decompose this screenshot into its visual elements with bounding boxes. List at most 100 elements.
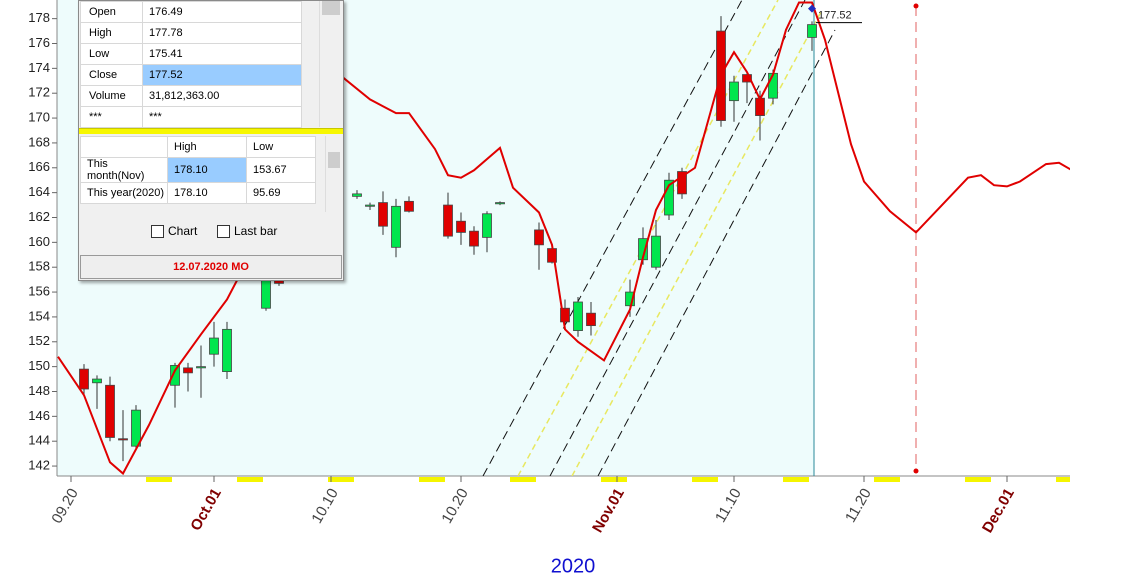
candle-body [365,204,375,207]
candle-body [495,202,505,205]
y-tick-label: 178 [28,10,50,25]
candle-body [118,438,128,441]
x-tick-label: 10.10 [308,485,341,526]
candle-body [183,367,193,374]
cell: 177.52 [142,64,302,86]
cell: High [167,136,247,158]
time-marker-dot [913,3,919,9]
price-label: 177.52 [818,10,852,22]
candle-body [352,193,362,197]
cell: 31,812,363.00 [142,85,302,107]
cell: 95.69 [246,182,316,204]
candle-body [391,205,401,248]
x-tick-label: Nov.01 [589,485,628,535]
cell: 178.10 [167,182,247,204]
cell: 177.78 [142,22,302,44]
checkbox-label: Chart [168,224,198,238]
weekend-marker [692,477,718,482]
scrollbar[interactable] [319,1,342,127]
cell: 176.49 [142,1,302,23]
y-tick-label: 168 [28,134,50,149]
cell: This year(2020) [80,182,168,204]
candle-body [261,279,271,309]
candle-body [209,337,219,355]
scrollbar[interactable] [325,136,342,212]
weekend-marker [146,477,172,482]
weekend-marker [783,477,809,482]
x-tick-label: Dec.01 [979,485,1018,535]
weekend-marker [601,477,627,482]
candle-body [482,213,492,238]
candle-body [131,409,141,447]
cell: Close [80,64,143,86]
cell: Volume [80,85,143,107]
candle-body [196,366,206,369]
splitter[interactable] [79,128,343,134]
x-axis-label: 2020 [551,555,596,575]
price-marker [808,4,816,13]
y-tick-label: 172 [28,85,50,100]
x-tick-label: 11.20 [842,485,875,525]
candle-body [742,74,752,83]
candle-body [807,24,817,38]
cell: Low [80,43,143,65]
y-tick-label: 162 [28,209,50,224]
x-tick-label: 10.20 [438,485,471,526]
candle-body [469,230,479,247]
candle-body [170,364,180,386]
cell: 178.10 [167,157,247,183]
y-tick-label: 170 [28,110,50,125]
candle-body [651,235,661,268]
cell [80,136,168,158]
cell: *** [80,106,143,128]
y-tick-label: 156 [28,284,50,299]
cell: *** [142,106,302,128]
status-bar: 12.07.2020 MO [80,255,342,279]
weekend-marker [237,477,263,482]
data-window: Open 176.49 High 177.78 Low 175.41 Close 177… [78,0,344,281]
time-marker-dot [913,468,919,474]
weekend-marker [510,477,536,482]
weekend-marker [328,477,354,482]
candle-body [404,200,414,212]
cell: High [80,22,143,44]
checkbox[interactable]: Last bar [217,224,277,238]
candle-body [534,229,544,246]
candle-body [456,220,466,233]
weekend-marker [419,477,445,482]
y-tick-label: 174 [28,60,50,75]
candle-body [79,368,89,390]
trend-line [597,29,836,476]
y-tick-label: 164 [28,184,50,199]
trend-line [482,0,743,476]
y-tick-label: 148 [28,383,50,398]
cell: Low [246,136,316,158]
x-tick-label: Oct.01 [187,485,225,533]
x-tick-label: 09.20 [48,485,81,526]
y-tick-label: 166 [28,159,50,174]
cell: 153.67 [246,157,316,183]
weekend-marker [874,477,900,482]
weekend-marker [1056,477,1070,482]
candle-body [443,204,453,237]
candle-body [729,81,739,102]
y-tick-label: 160 [28,234,50,249]
y-tick-label: 176 [28,35,50,50]
x-tick-label: 11.10 [712,485,745,525]
weekend-markers [146,477,1070,482]
y-tick-label: 150 [28,358,50,373]
checkbox-label: Last bar [234,224,278,238]
candle-body [677,171,687,195]
y-tick-label: 152 [28,333,50,348]
stats-table: High Low This month(Nov) 178.10 153.67 This… [80,136,316,204]
y-tick-label: 154 [28,308,50,323]
candle-body [664,179,674,216]
checkbox[interactable]: Chart [151,224,197,238]
candle-body [560,307,570,323]
candle-body [768,72,778,99]
cell: Open [80,1,143,23]
trend-line [549,0,806,476]
cell: This month(Nov) [80,157,168,183]
